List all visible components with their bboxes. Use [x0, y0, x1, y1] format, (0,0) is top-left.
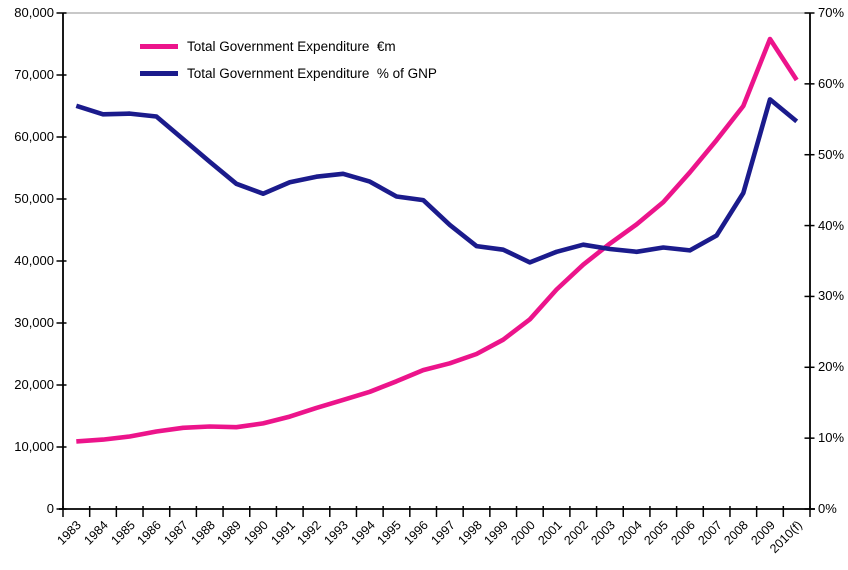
legend-label-expenditure-eurm: Total Government Expenditure €m	[187, 38, 396, 54]
right-axis-tick-label: 20%	[818, 359, 845, 375]
right-axis-tick-label: 70%	[818, 5, 845, 20]
right-axis-tick-label: 10%	[818, 430, 845, 446]
right-axis-tick-label: 30%	[818, 288, 845, 304]
legend-swatch-pink-line	[140, 43, 178, 49]
legend-item-expenditure-pct-gnp: Total Government Expenditure % of GNP	[140, 63, 437, 83]
right-axis-tick-label: 60%	[818, 75, 845, 91]
left-axis-tick-label: 70,000	[14, 67, 54, 82]
legend: Total Government Expenditure €m Total Go…	[140, 36, 437, 90]
right-axis-tick-label: 40%	[818, 217, 845, 233]
left-axis-tick-label: 20,000	[14, 377, 54, 392]
legend-item-expenditure-eurm: Total Government Expenditure €m	[140, 36, 437, 56]
legend-swatch-navy-line	[140, 70, 178, 76]
left-axis-tick-label: 40,000	[14, 253, 54, 268]
series-line-expenditure-eurm	[76, 36, 799, 444]
left-axis-tick-label: 80,000	[14, 5, 54, 20]
left-axis-tick-label: 60,000	[14, 129, 54, 144]
right-axis-tick-label: 0%	[818, 501, 837, 516]
right-axis-tick-label: 50%	[818, 146, 845, 162]
left-axis-tick-label: 50,000	[14, 191, 54, 206]
left-axis-tick-label: 10,000	[14, 439, 54, 454]
left-axis-tick-label: 0	[46, 501, 54, 516]
left-axis-tick-label: 30,000	[14, 315, 54, 330]
legend-label-expenditure-pct-gnp: Total Government Expenditure % of GNP	[187, 65, 437, 81]
series-line-expenditure-pct-gnp	[75, 97, 799, 265]
